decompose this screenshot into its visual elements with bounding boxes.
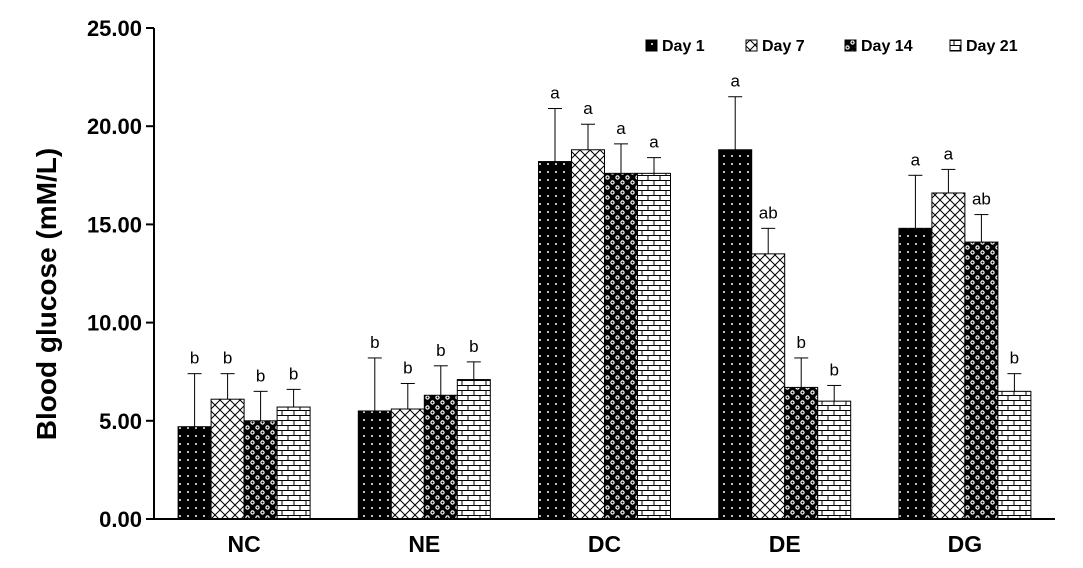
y-tick-label: 10.00 — [87, 311, 142, 336]
bar — [423, 394, 458, 520]
bar — [997, 390, 1032, 520]
bar — [817, 400, 852, 520]
legend-swatch — [645, 39, 658, 52]
significance-label: b — [190, 349, 199, 368]
bar — [604, 172, 638, 520]
y-tick-label: 15.00 — [87, 212, 142, 237]
x-category-label: NC — [227, 531, 260, 557]
legend-label: Day 7 — [762, 38, 805, 55]
significance-label: b — [256, 366, 265, 385]
legend-label: Day 1 — [662, 38, 705, 55]
significance-label: b — [289, 364, 298, 383]
significance-label: a — [550, 84, 560, 103]
significance-label: a — [944, 144, 954, 163]
bar — [210, 398, 245, 520]
bar — [571, 149, 605, 520]
significance-label: a — [649, 133, 659, 152]
significance-label: b — [469, 337, 478, 356]
significance-label: b — [403, 358, 412, 377]
bar — [276, 406, 311, 520]
significance-label: b — [1010, 349, 1019, 368]
significance-label: a — [911, 150, 921, 169]
bar — [637, 172, 671, 520]
bar — [456, 379, 491, 520]
y-tick-label: 0.00 — [99, 507, 142, 532]
x-category-label: DE — [769, 531, 801, 557]
bar — [784, 386, 819, 520]
legend-swatch — [745, 39, 758, 52]
x-axis: NC NE DC DE DG — [227, 531, 982, 557]
y-tick-label: 5.00 — [99, 409, 142, 434]
significance-label: a — [616, 119, 626, 138]
x-category-label: DC — [588, 531, 621, 557]
bars: b b b b b b b b a a a a a ab b b a a ab b — [177, 72, 1032, 520]
legend: Day 1 Day 7 Day 14 Day 21 — [645, 38, 1018, 55]
bar — [390, 408, 425, 520]
bar — [357, 410, 392, 520]
legend-swatch — [949, 39, 962, 52]
bar — [931, 192, 966, 520]
significance-label: b — [370, 333, 379, 352]
bar — [177, 426, 212, 520]
bar — [718, 149, 753, 520]
y-axis: 0.00 5.00 10.00 15.00 20.00 25.00 — [87, 16, 154, 532]
x-category-label: NE — [408, 531, 440, 557]
y-axis-label: Blood glucose (mM/L) — [31, 148, 62, 440]
legend-swatch — [844, 39, 857, 52]
bar — [898, 227, 933, 520]
significance-label: ab — [759, 203, 778, 222]
legend-label: Day 21 — [966, 38, 1018, 55]
significance-label: a — [583, 99, 593, 118]
significance-label: b — [829, 360, 838, 379]
significance-label: b — [223, 349, 232, 368]
bar — [751, 253, 786, 520]
significance-label: b — [436, 341, 445, 360]
y-tick-label: 25.00 — [87, 16, 142, 41]
significance-label: b — [796, 333, 805, 352]
bar — [243, 420, 278, 520]
y-tick-label: 20.00 — [87, 114, 142, 139]
legend-label: Day 14 — [861, 38, 913, 55]
bar — [538, 161, 572, 520]
x-category-label: DG — [948, 531, 983, 557]
bar — [964, 241, 999, 520]
significance-label: ab — [972, 190, 991, 209]
significance-label: a — [730, 72, 740, 91]
